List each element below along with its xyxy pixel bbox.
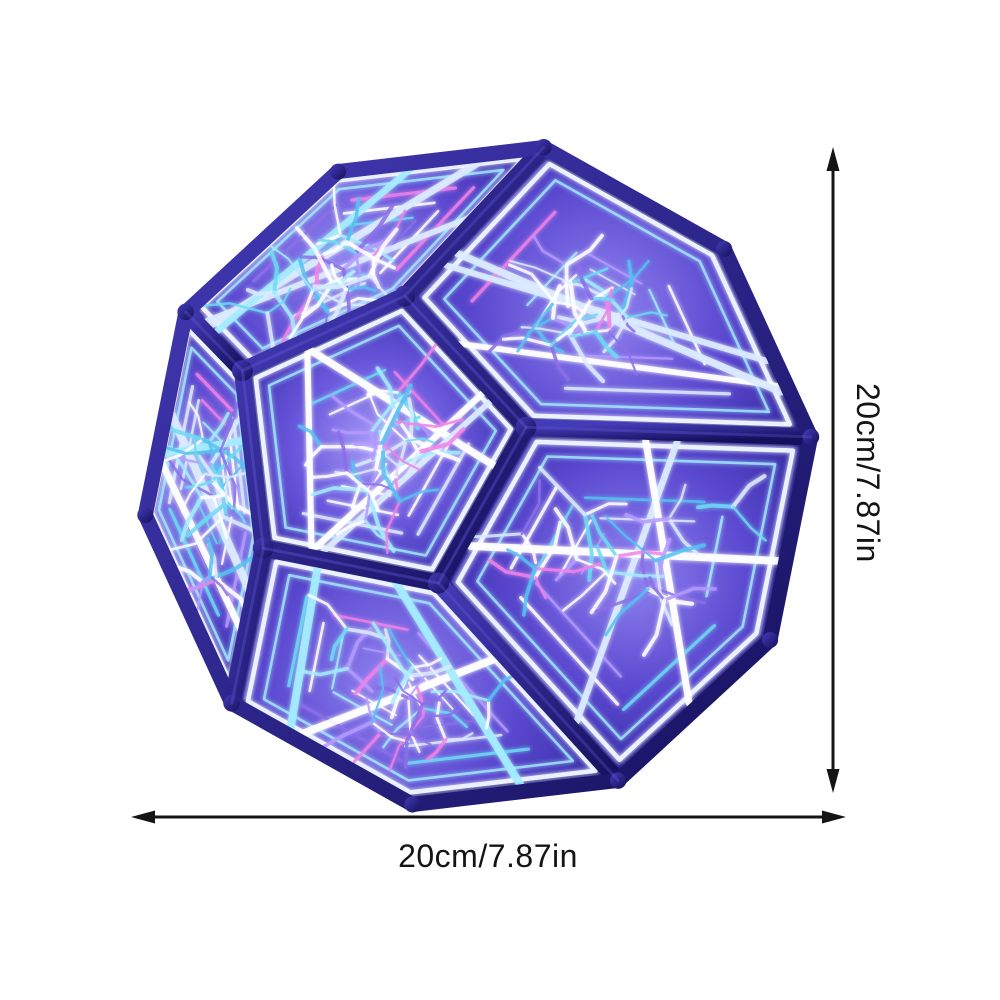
width-arrow-icon bbox=[131, 810, 846, 824]
infinity-dodecahedron bbox=[137, 138, 820, 813]
height-arrow-icon bbox=[826, 147, 840, 793]
neon-web bbox=[145, 147, 811, 805]
frame-edges bbox=[137, 138, 820, 813]
width-dimension-label: 20cm/7.87in bbox=[398, 838, 578, 874]
height-dimension-label: 20cm/7.87in bbox=[850, 383, 886, 563]
